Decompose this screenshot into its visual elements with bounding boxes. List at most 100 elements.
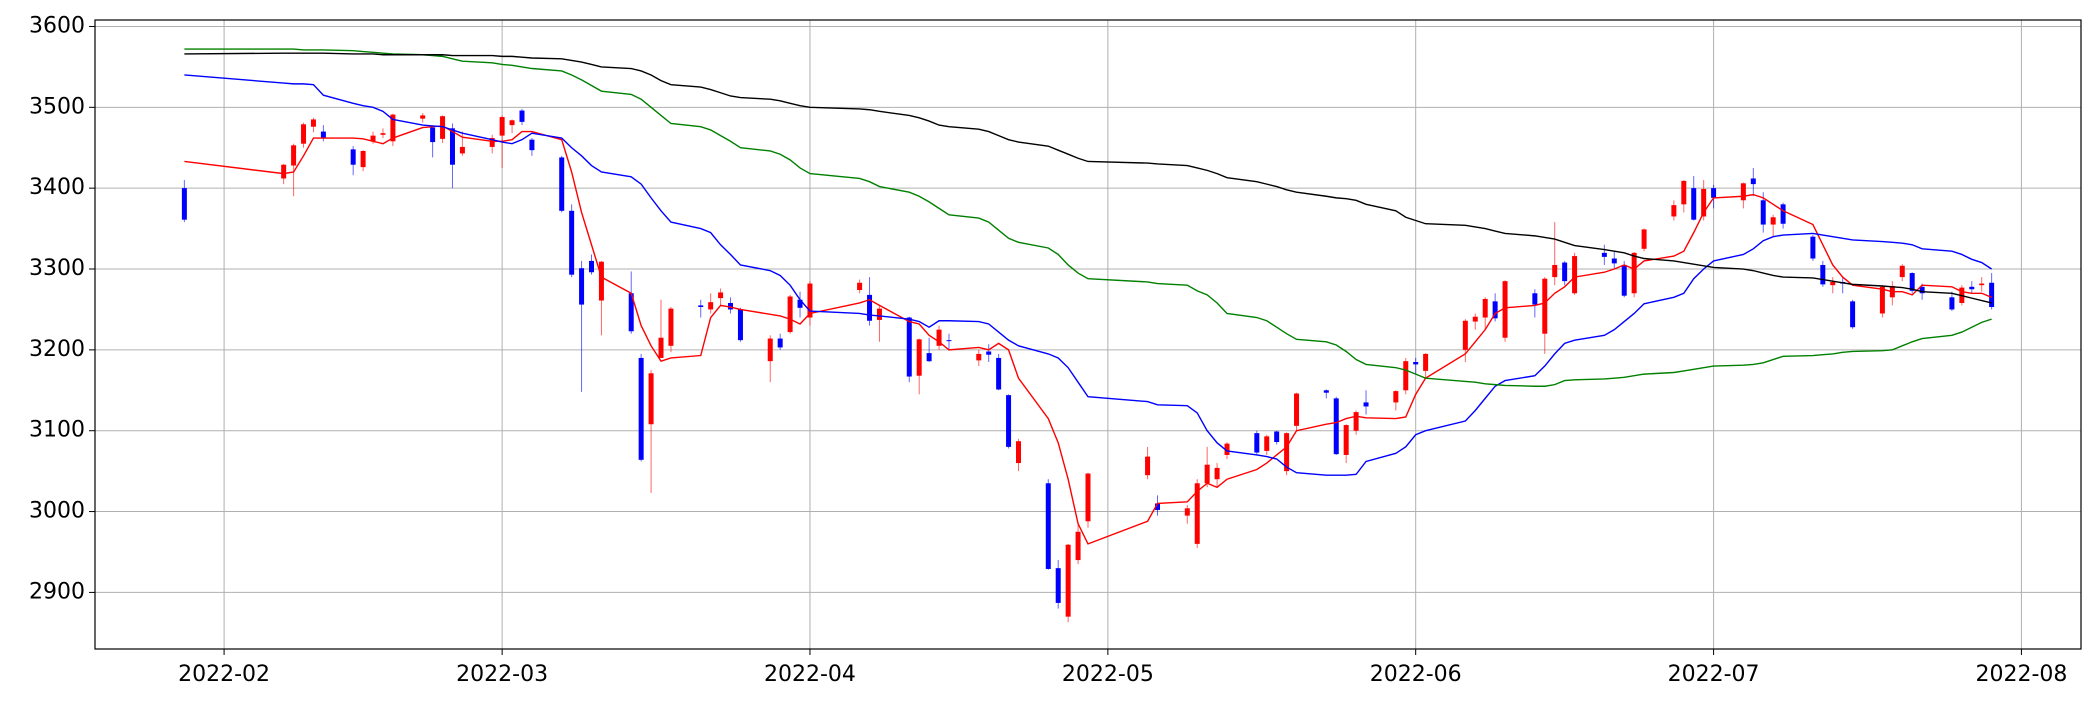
candle-body	[598, 261, 604, 301]
candle-body	[430, 127, 436, 143]
candle-body	[440, 116, 446, 139]
candle-body	[767, 338, 773, 362]
candle-body	[1552, 264, 1558, 278]
candle-body	[976, 353, 982, 361]
y-tick-label: 3500	[29, 94, 85, 119]
x-tick-label: 2022-06	[1370, 662, 1462, 687]
candle-body	[916, 339, 922, 376]
candle-body	[1780, 204, 1786, 224]
candle-body	[1353, 412, 1359, 431]
candle-body	[1264, 436, 1270, 451]
candle-body	[1770, 217, 1776, 225]
candle-body	[1393, 391, 1399, 403]
candle-body	[459, 146, 465, 154]
candle-body	[370, 135, 376, 142]
candle-body	[1403, 361, 1409, 391]
candle-body	[1919, 286, 1925, 294]
candle-body	[1621, 264, 1627, 296]
moving-average-line	[184, 125, 1992, 545]
candle-body	[1323, 390, 1329, 393]
candle-body	[1274, 431, 1280, 443]
candle-body	[529, 139, 535, 151]
candle-body	[1184, 508, 1190, 516]
candle-body	[728, 302, 734, 310]
candle-body	[1681, 180, 1687, 205]
candle-body	[718, 292, 724, 299]
candle-body	[1542, 278, 1548, 334]
candle-body	[1740, 183, 1746, 201]
candle-body	[569, 210, 575, 275]
candle-body	[1224, 443, 1230, 455]
candle-body	[698, 305, 704, 308]
plot-frame	[94, 19, 2082, 650]
candle-body	[281, 164, 287, 179]
x-tick-label: 2022-07	[1668, 662, 1760, 687]
candle-body	[1830, 281, 1836, 286]
candle-body	[1055, 568, 1061, 603]
candle-body	[668, 308, 674, 346]
candle-body	[876, 308, 882, 320]
candle-body	[1343, 425, 1349, 455]
candle-body	[1254, 433, 1260, 453]
candle-body	[1204, 464, 1210, 484]
candle-body	[906, 317, 912, 377]
candle-body	[1333, 398, 1339, 455]
x-tick-label: 2022-08	[1975, 662, 2067, 687]
candle-body	[301, 124, 307, 144]
candle-body	[181, 188, 187, 220]
candle-body	[777, 338, 783, 348]
candle-body	[1562, 262, 1568, 282]
candle-body	[350, 149, 356, 165]
candle-body	[1155, 503, 1161, 510]
candle-body	[559, 157, 565, 211]
candle-body	[1194, 483, 1200, 544]
candle-body	[1482, 298, 1488, 318]
candle-body	[1899, 265, 1905, 278]
x-tick-label: 2022-05	[1062, 662, 1154, 687]
candle-body	[797, 299, 803, 308]
candle-body	[589, 260, 594, 273]
candle-body	[1850, 301, 1856, 328]
candle-body	[658, 337, 664, 358]
candle-body	[1949, 297, 1955, 310]
candle-body	[1641, 229, 1647, 249]
y-tick-label: 3300	[29, 256, 85, 281]
candle-body	[1472, 316, 1478, 322]
candle-body	[1532, 293, 1538, 305]
candle-body	[360, 150, 366, 168]
candle-body	[708, 302, 714, 310]
candle-body	[1006, 395, 1012, 447]
candle-body	[1879, 286, 1885, 314]
candle-body	[638, 357, 644, 460]
candle-body	[420, 115, 426, 119]
candle-body	[946, 340, 952, 342]
candle-body	[857, 282, 863, 291]
moving-average-line	[184, 48, 1992, 387]
y-tick-label: 3400	[29, 175, 85, 200]
x-tick-label: 2022-03	[456, 662, 548, 687]
candle-body	[1671, 205, 1677, 217]
y-tick-label: 3100	[29, 418, 85, 443]
candle-body	[1711, 188, 1717, 198]
candle-body	[1294, 393, 1300, 426]
candle-body	[1413, 361, 1419, 365]
candle-body	[787, 296, 793, 333]
candle-body	[1750, 178, 1756, 185]
candle-body	[1631, 252, 1637, 294]
candle-body	[1691, 188, 1697, 220]
candle-body	[996, 357, 1002, 390]
candle-body	[1284, 433, 1290, 472]
candle-body	[449, 128, 455, 165]
candle-body	[1979, 283, 1985, 286]
moving-average-line	[184, 74, 1993, 476]
candle-body	[986, 351, 992, 355]
candle-body	[1085, 473, 1091, 522]
candle-body	[1989, 282, 1995, 308]
candle-body	[1075, 531, 1081, 561]
candle-body	[1462, 320, 1468, 350]
candle-body	[1572, 256, 1578, 294]
candle-body	[390, 114, 396, 142]
candle-body	[1969, 286, 1975, 290]
candle-body	[320, 131, 326, 139]
